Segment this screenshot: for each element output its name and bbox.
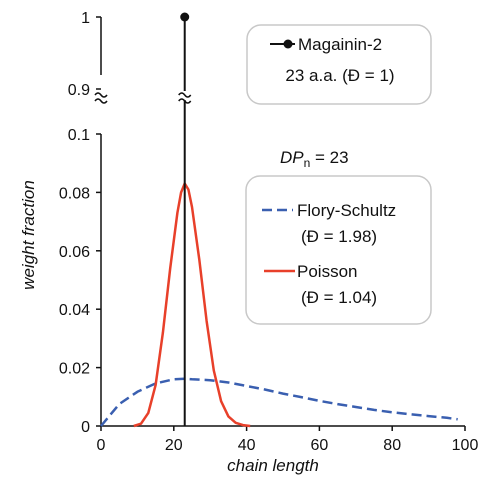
- stem-break-mark-1: [178, 92, 192, 98]
- legend-box-distributions: [245, 175, 432, 325]
- x-tick-label: 40: [238, 437, 256, 454]
- legend-label-flory-schultz: Flory-Schultz: [297, 201, 396, 220]
- dpn-value: = 23: [310, 148, 348, 167]
- x-tick-label: 0: [97, 437, 106, 454]
- series-line-flory-schultz: [100, 377, 458, 427]
- axis-break-mark-2: [94, 98, 108, 104]
- legend-note-flory-schultz: (Đ = 1.98): [301, 227, 377, 246]
- series-line-poisson: [133, 182, 251, 428]
- legend-label-poisson: Poisson: [297, 262, 357, 281]
- y-tick-label: 1: [81, 10, 90, 27]
- axis-break-mark-1: [94, 92, 108, 98]
- legend-marker-magainin: [283, 39, 293, 49]
- y-tick-label: 0.06: [59, 244, 90, 261]
- legend-note-poisson: (Đ = 1.04): [301, 288, 377, 307]
- dpn-annotation: DPn = 23: [280, 148, 349, 170]
- dpn-main: DP: [280, 148, 304, 167]
- y-axis-title: weight fraction: [19, 180, 38, 290]
- x-axis-title: chain length: [227, 456, 319, 475]
- x-tick-label: 20: [165, 437, 183, 454]
- x-tick-label: 100: [452, 437, 479, 454]
- y-tick-label: 0: [81, 419, 90, 436]
- y-tick-label: 0.02: [59, 361, 90, 378]
- y-tick-label: 0.04: [59, 302, 90, 319]
- y-tick-label: 0.08: [59, 185, 90, 202]
- x-tick-label: 60: [311, 437, 329, 454]
- stem-point: [180, 12, 190, 22]
- x-tick-label: 80: [383, 437, 401, 454]
- y-tick-label: 0.9: [68, 82, 90, 99]
- legend-note-magainin: 23 a.a. (Đ = 1): [285, 66, 394, 85]
- legend-label-magainin: Magainin-2: [298, 35, 382, 54]
- y-tick-label: 0.1: [68, 127, 90, 144]
- dpn-subscript: n: [304, 156, 311, 170]
